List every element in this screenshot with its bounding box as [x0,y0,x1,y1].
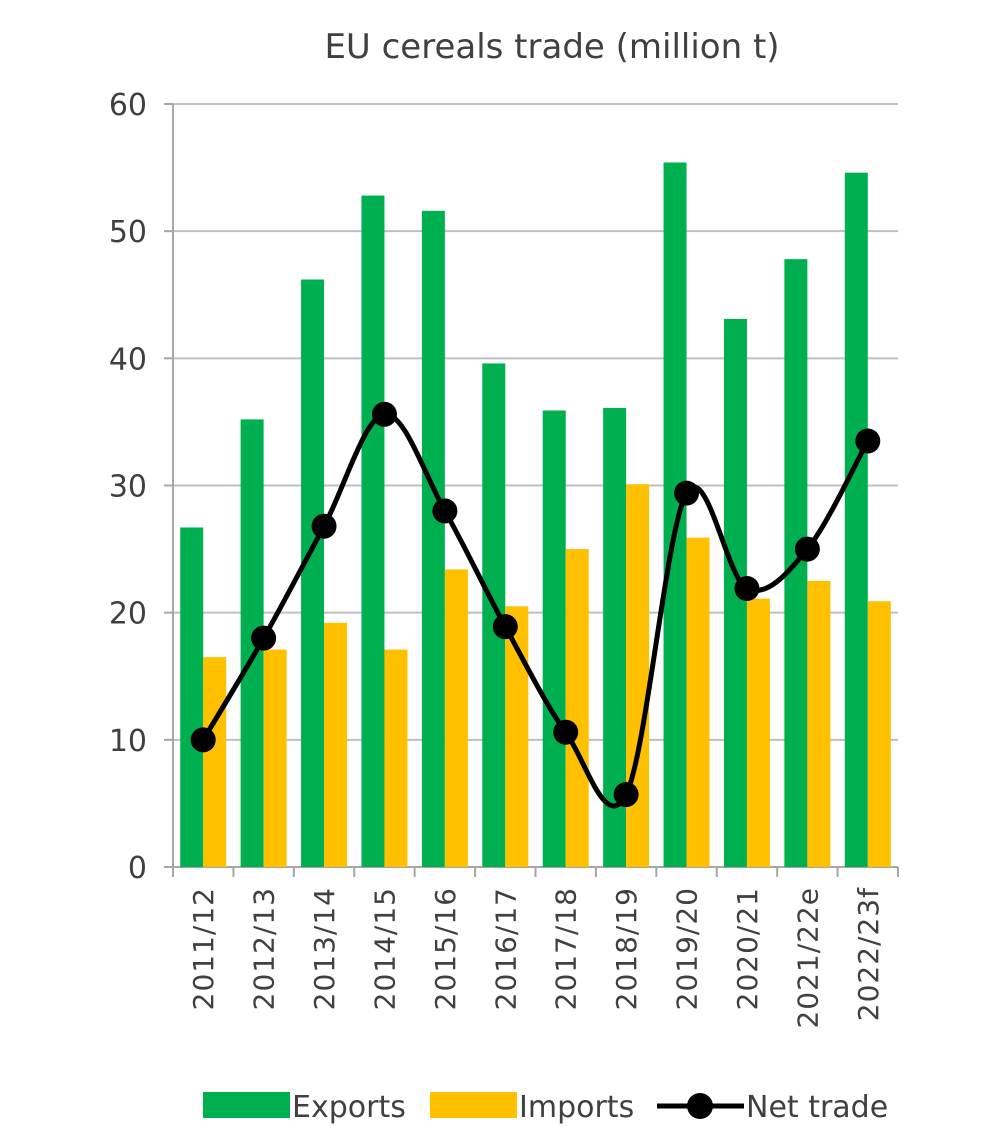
x-tick-label: 2012/13 [248,887,281,1010]
imports-legend-swatch [430,1092,517,1118]
axes: 0 10 20 30 40 50 60 [109,88,899,886]
imports-bar [746,598,770,867]
x-tick-label: 2019/20 [671,887,704,1010]
x-tick-label: 2016/17 [489,887,522,1010]
x-tick-label: 2020/21 [731,887,764,1010]
net-trade-point [553,719,579,745]
net-trade-point [311,513,337,539]
net-trade-point [492,614,518,640]
exports-bar [844,172,868,868]
exports-bar [361,195,385,867]
exports-legend-label: Exports [292,1090,406,1125]
y-tick-label: 40 [109,342,147,377]
exports-legend-swatch [203,1092,290,1118]
y-tick-label: 50 [109,215,147,250]
net-trade-point [794,536,820,562]
x-tick-label: 2014/15 [368,887,401,1010]
gridlines [173,103,898,741]
imports-bar [565,549,589,867]
x-tick-label: 2022/23f [852,887,885,1021]
y-tick-label: 30 [109,470,147,505]
exports-bar [603,407,627,867]
net-trade-point [855,428,881,454]
y-tick-label: 20 [109,597,147,632]
exports-bar [180,527,204,867]
x-tick-label: 2011/12 [187,887,220,1010]
imports-bar [505,606,529,867]
exports-bar [663,162,687,867]
imports-bar [384,649,408,867]
net-trade-point [432,498,458,524]
exports-bar [240,419,264,867]
exports-bar [542,410,566,867]
bars [180,162,891,868]
net-trade-legend-marker [687,1093,713,1119]
legend: Exports Imports Net trade [203,1090,888,1125]
exports-bar [482,363,506,867]
imports-bar [626,484,650,867]
imports-legend-label: Imports [519,1090,634,1125]
net-trade-legend-label: Net trade [746,1090,888,1125]
chart-title: EU cereals trade (million t) [324,27,779,67]
x-tick-label: 2015/16 [429,887,462,1010]
net-trade-point [190,727,216,753]
y-tick-label: 0 [128,851,147,886]
net-trade-point [613,782,639,808]
imports-bar [444,569,468,867]
imports-bar [807,580,831,867]
x-tick-label: 2018/19 [610,887,643,1010]
x-tick-label: 2013/14 [308,887,341,1010]
exports-bar [301,279,325,867]
category-labels: 2011/12 2012/13 2013/14 2014/15 2015/16 2016/… [187,887,885,1029]
imports-bar [686,537,710,867]
x-tick-label: 2021/22e [791,887,824,1029]
imports-bar [263,649,287,867]
imports-bar [324,622,348,867]
y-tick-label: 60 [109,88,147,123]
y-tick-label: 10 [109,724,147,759]
x-tick-label: 2017/18 [550,887,583,1010]
exports-bar [421,210,445,867]
net-trade-point [371,401,397,427]
imports-bar [203,657,227,867]
net-trade-point [674,480,700,506]
imports-bar [867,601,891,867]
net-trade-point [734,576,760,602]
net-trade-point [251,625,277,651]
net-trade-line-group [190,401,881,809]
